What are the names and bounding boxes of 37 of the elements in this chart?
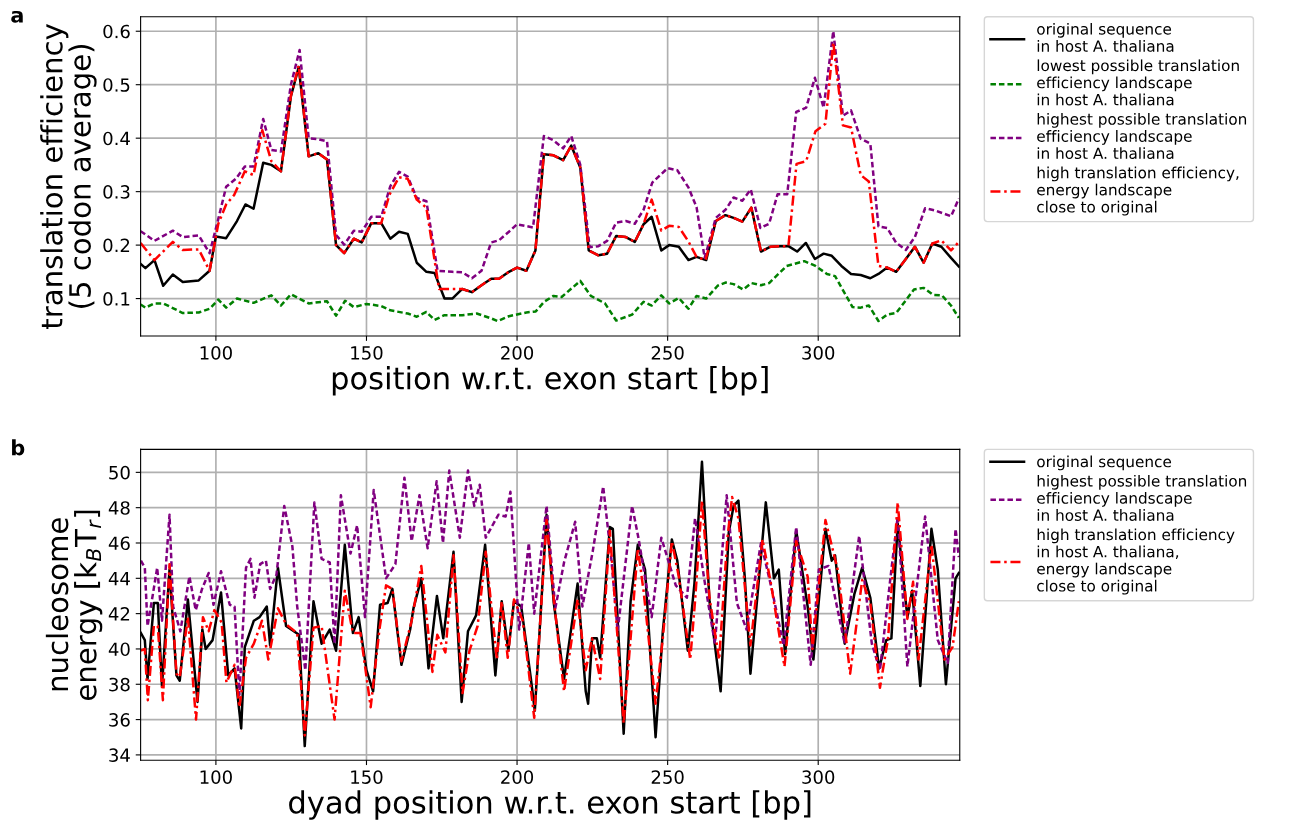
y-tick-label: 38 <box>109 677 130 692</box>
x-tick-label: 150 <box>351 770 383 784</box>
y-tick-label: 44 <box>108 572 130 586</box>
line-series <box>140 259 960 323</box>
x-tick-label: 250 <box>651 770 684 784</box>
y-tick-label: 0.3 <box>103 185 130 199</box>
legend-label: original sequence <box>1037 455 1172 471</box>
y-tick-label: 0.4 <box>103 131 130 146</box>
x-tick-label: 100 <box>200 770 232 784</box>
x-tick-label: 250 <box>651 346 684 360</box>
y-tick-label: 48 <box>108 501 130 515</box>
y-axis-title: translation efficiency (5 codon average) <box>40 23 97 329</box>
y-tick-label: 0.5 <box>103 78 130 92</box>
x-tick-label: 200 <box>501 346 534 360</box>
text: b <box>12 439 25 456</box>
x-tick-label: 150 <box>351 346 383 360</box>
y-tick-label: 40 <box>108 642 130 657</box>
x-axis-title: dyad position w.r.t. exon start [bp] <box>289 790 811 820</box>
x-axis-title: position w.r.t. exon start [bp] <box>332 365 768 396</box>
y-tick-label: 0.6 <box>103 24 130 39</box>
text: a <box>11 10 23 23</box>
line-series <box>140 495 960 737</box>
y-tick-label: 0.1 <box>103 292 130 306</box>
y-axis-title: nucleosome energy [k$_{B}$T$_{r}$] <box>45 510 103 701</box>
line-series <box>140 469 960 697</box>
y-tick-label: 36 <box>109 713 130 727</box>
x-tick-label: 200 <box>501 770 534 784</box>
y-tick-label: 46 <box>108 536 130 551</box>
legend-label: high translation efficiency, energy landscape close to original <box>1037 166 1239 216</box>
x-tick-label: 100 <box>200 346 232 360</box>
legend-label: high translation efficiency in host A. thaliana, energy landscape close to original <box>1037 528 1235 595</box>
y-tick-label: 50 <box>109 465 130 480</box>
y-tick-label: 42 <box>108 607 130 621</box>
x-tick-label: 300 <box>802 346 835 360</box>
y-tick-label: 0.2 <box>103 238 130 253</box>
y-tick-label: 34 <box>109 748 130 763</box>
x-tick-label: 300 <box>802 770 835 784</box>
